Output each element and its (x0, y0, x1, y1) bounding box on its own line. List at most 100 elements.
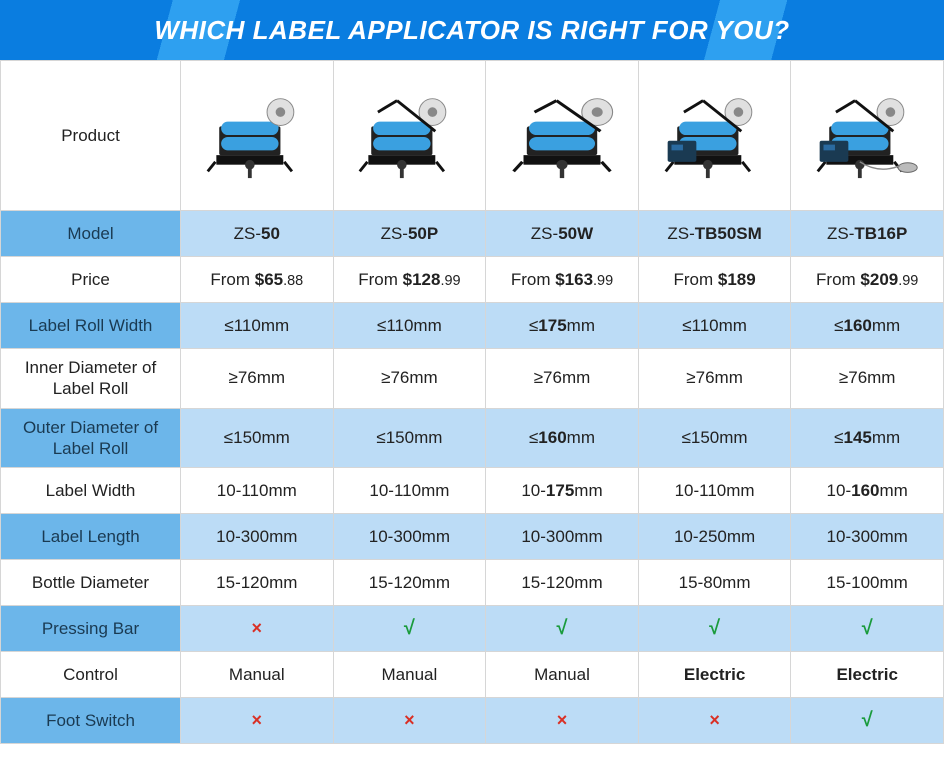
cross-icon: × (709, 710, 720, 730)
cell-bottle_diameter-0: 15-120mm (181, 560, 334, 606)
cell-product-0 (181, 61, 334, 211)
model-suffix: 50P (408, 224, 438, 243)
cell-bottle_diameter-2: 15-120mm (486, 560, 639, 606)
row-inner_diameter: Inner Diameter of Label Roll≥76mm≥76mm≥7… (1, 349, 944, 409)
product-image-2 (507, 91, 617, 181)
row-label-inner_diameter: Inner Diameter of Label Roll (1, 349, 181, 409)
cell-label_roll_width-0: ≤110mm (181, 303, 334, 349)
cell-outer_diameter-4: ≤145mm (791, 408, 944, 468)
price-main: $209 (860, 270, 898, 289)
cell-label_length-4: 10-300mm (791, 514, 944, 560)
cell-pressing_bar-2: √ (486, 606, 639, 652)
check-icon: √ (862, 617, 873, 639)
check-icon: √ (556, 617, 567, 639)
row-label-outer_diameter: Outer Diameter of Label Roll (1, 408, 181, 468)
model-suffix: TB16P (854, 224, 907, 243)
price-cents: .99 (898, 273, 918, 289)
cell-inner_diameter-1: ≥76mm (333, 349, 486, 409)
cell-product-1 (333, 61, 486, 211)
price-prefix: From (816, 270, 860, 289)
price-prefix: From (358, 270, 402, 289)
check-icon: √ (862, 709, 873, 731)
product-image-3 (660, 91, 770, 181)
cell-price-4: From $209.99 (791, 257, 944, 303)
row-label_width: Label Width10-110mm10-110mm10-175mm10-11… (1, 468, 944, 514)
price-prefix: From (210, 270, 254, 289)
comparison-table: Product (0, 60, 944, 744)
cell-model-1: ZS-50P (333, 211, 486, 257)
cell-foot_switch-0: × (181, 698, 334, 744)
row-label-label_length: Label Length (1, 514, 181, 560)
cell-label_width-1: 10-110mm (333, 468, 486, 514)
price-cents: .99 (593, 273, 613, 289)
model-suffix: TB50SM (695, 224, 762, 243)
model-prefix: ZS- (531, 224, 558, 243)
cell-foot_switch-2: × (486, 698, 639, 744)
cell-price-1: From $128.99 (333, 257, 486, 303)
row-label-pressing_bar: Pressing Bar (1, 606, 181, 652)
cross-icon: × (557, 710, 568, 730)
cell-control-2: Manual (486, 652, 639, 698)
cell-foot_switch-1: × (333, 698, 486, 744)
cell-price-0: From $65.88 (181, 257, 334, 303)
price-prefix: From (511, 270, 555, 289)
row-outer_diameter: Outer Diameter of Label Roll ≤150mm ≤150mm… (1, 408, 944, 468)
cell-model-0: ZS-50 (181, 211, 334, 257)
row-foot_switch: Foot Switch × × × × √ (1, 698, 944, 744)
price-main: $189 (718, 270, 756, 289)
cell-inner_diameter-3: ≥76mm (638, 349, 791, 409)
row-label_roll_width: Label Roll Width≤110mm≤110mm≤175mm≤110mm… (1, 303, 944, 349)
row-product: Product (1, 61, 944, 211)
control-value: Manual (382, 665, 438, 684)
control-value: Manual (534, 665, 590, 684)
row-pressing_bar: Pressing Bar×√√√√ (1, 606, 944, 652)
cross-icon: × (252, 618, 263, 638)
cell-control-1: Manual (333, 652, 486, 698)
model-prefix: ZS- (827, 224, 854, 243)
price-prefix: From (673, 270, 717, 289)
row-label-control: Control (1, 652, 181, 698)
row-label_length: Label Length10-300mm10-300mm10-300mm10-2… (1, 514, 944, 560)
row-price: PriceFrom $65.88From $128.99From $163.99… (1, 257, 944, 303)
cell-label_width-3: 10-110mm (638, 468, 791, 514)
cell-pressing_bar-0: × (181, 606, 334, 652)
cell-label_length-0: 10-300mm (181, 514, 334, 560)
cell-label_width-2: 10-175mm (486, 468, 639, 514)
cell-price-2: From $163.99 (486, 257, 639, 303)
cell-outer_diameter-3: ≤150mm (638, 408, 791, 468)
cell-model-4: ZS-TB16P (791, 211, 944, 257)
cell-model-3: ZS-TB50SM (638, 211, 791, 257)
cell-bottle_diameter-4: 15-100mm (791, 560, 944, 606)
control-value: Manual (229, 665, 285, 684)
banner-title: WHICH LABEL APPLICATOR IS RIGHT FOR YOU? (154, 15, 789, 46)
row-model: ModelZS-50ZS-50PZS-50WZS-TB50SMZS-TB16P (1, 211, 944, 257)
row-label-price: Price (1, 257, 181, 303)
cell-label_length-2: 10-300mm (486, 514, 639, 560)
price-main: $65 (255, 270, 283, 289)
cell-product-2 (486, 61, 639, 211)
cell-label_roll_width-1: ≤110mm (333, 303, 486, 349)
row-label-bottle_diameter: Bottle Diameter (1, 560, 181, 606)
price-cents: .88 (283, 273, 303, 289)
cell-label_roll_width-4: ≤160mm (791, 303, 944, 349)
row-label-product: Product (1, 61, 181, 211)
product-image-4 (812, 91, 922, 181)
cross-icon: × (252, 710, 263, 730)
model-prefix: ZS- (667, 224, 694, 243)
row-label-foot_switch: Foot Switch (1, 698, 181, 744)
row-label-label_width: Label Width (1, 468, 181, 514)
price-main: $163 (555, 270, 593, 289)
cell-bottle_diameter-1: 15-120mm (333, 560, 486, 606)
product-image-0 (202, 91, 312, 181)
check-icon: √ (404, 617, 415, 639)
cell-foot_switch-4: √ (791, 698, 944, 744)
cell-control-0: Manual (181, 652, 334, 698)
row-bottle_diameter: Bottle Diameter15-120mm15-120mm15-120mm1… (1, 560, 944, 606)
cell-product-3 (638, 61, 791, 211)
cell-outer_diameter-1: ≤150mm (333, 408, 486, 468)
control-value: Electric (684, 665, 745, 684)
row-label-label_roll_width: Label Roll Width (1, 303, 181, 349)
product-image-1 (354, 91, 464, 181)
cell-control-4: Electric (791, 652, 944, 698)
cell-label_length-1: 10-300mm (333, 514, 486, 560)
